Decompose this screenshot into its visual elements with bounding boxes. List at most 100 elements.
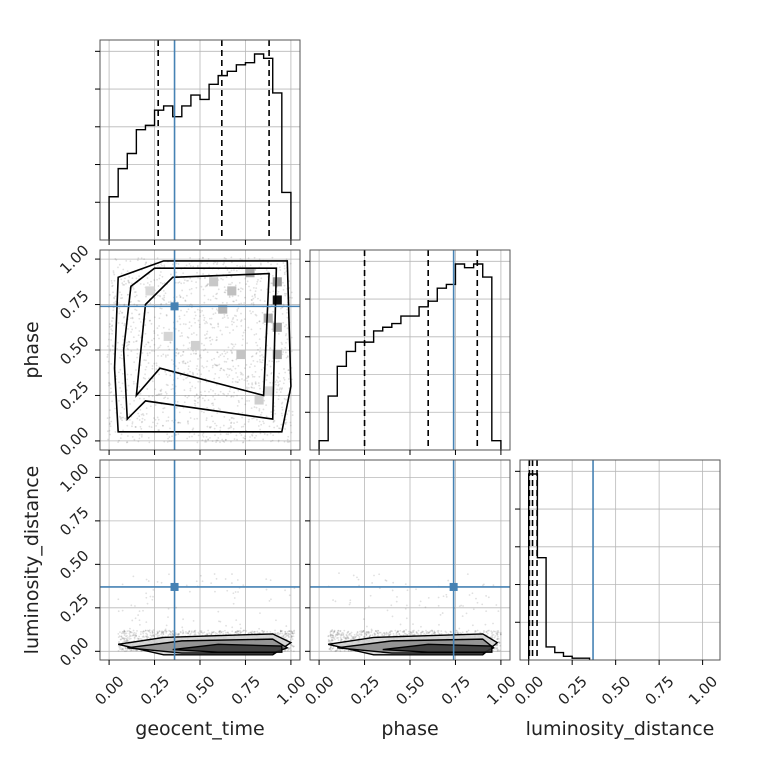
sample-point <box>280 307 282 310</box>
sample-point <box>145 621 148 624</box>
sample-point <box>240 372 243 375</box>
sample-point <box>144 263 147 266</box>
sample-point <box>329 634 332 637</box>
sample-point <box>251 383 254 386</box>
sample-point <box>199 630 202 632</box>
sample-point <box>253 436 256 439</box>
sample-point <box>230 369 233 372</box>
sample-point <box>259 387 261 390</box>
sample-point <box>288 630 291 633</box>
sample-point <box>499 632 502 635</box>
sample-point <box>136 417 139 420</box>
sample-point <box>373 633 376 635</box>
sample-point <box>157 393 160 396</box>
sample-point <box>351 637 354 640</box>
density-bin <box>145 286 155 296</box>
sample-point <box>336 633 339 636</box>
sample-point <box>268 425 271 428</box>
sample-point <box>334 635 337 638</box>
sample-point <box>255 406 258 409</box>
sample-point <box>149 595 152 598</box>
sample-point <box>475 597 477 600</box>
sample-point <box>119 638 122 641</box>
sample-point <box>229 368 232 370</box>
sample-point <box>332 599 334 601</box>
sample-point <box>403 629 405 632</box>
sample-point <box>207 298 210 301</box>
sample-point <box>261 361 263 364</box>
sample-point <box>361 631 364 633</box>
sample-point <box>158 277 161 280</box>
sample-point <box>241 288 244 290</box>
sample-point <box>114 407 117 410</box>
sample-point <box>272 310 274 313</box>
sample-point <box>365 631 368 633</box>
sample-point <box>244 265 247 267</box>
sample-point <box>158 634 160 637</box>
sample-point <box>226 589 229 592</box>
panel-frame <box>519 459 721 661</box>
sample-point <box>225 433 228 436</box>
sample-point <box>182 632 185 634</box>
y-tick-label: 0.50 <box>56 547 92 583</box>
sample-point <box>232 300 234 303</box>
sample-point <box>116 347 119 350</box>
sample-point <box>216 439 219 442</box>
sample-point <box>362 618 365 620</box>
sample-point <box>122 429 124 432</box>
sample-point <box>263 399 266 402</box>
sample-point <box>352 637 355 640</box>
sample-point <box>107 360 110 363</box>
sample-point <box>236 631 239 633</box>
sample-point <box>240 373 242 376</box>
sample-point <box>217 393 220 396</box>
sample-point <box>161 264 163 267</box>
sample-point <box>153 279 156 281</box>
sample-point <box>437 596 440 599</box>
sample-point <box>282 351 284 353</box>
sample-point <box>111 325 113 328</box>
sample-point <box>283 273 286 276</box>
sample-point <box>281 635 283 638</box>
sample-point <box>108 382 110 384</box>
sample-point <box>235 269 238 272</box>
sample-point <box>188 327 191 330</box>
sample-point <box>144 629 147 632</box>
sample-point <box>106 353 109 356</box>
sample-point <box>183 389 186 392</box>
sample-point <box>280 412 283 415</box>
sample-point <box>125 638 128 641</box>
sample-point <box>108 422 111 425</box>
sample-point <box>261 629 263 632</box>
sample-point <box>232 321 235 324</box>
sample-point <box>282 288 285 291</box>
sample-point <box>210 633 213 635</box>
sample-point <box>119 356 121 359</box>
sample-point <box>490 630 493 632</box>
sample-point <box>124 647 127 650</box>
sample-point <box>199 315 201 318</box>
sample-point <box>231 377 234 380</box>
sample-point <box>211 338 214 341</box>
sample-point <box>128 281 131 284</box>
sample-point <box>122 630 125 633</box>
sample-point <box>459 632 462 634</box>
sample-point <box>286 316 289 319</box>
sample-point <box>197 631 200 634</box>
sample-point <box>199 380 202 383</box>
sample-point <box>256 360 259 363</box>
sample-point <box>219 441 221 444</box>
sample-point <box>406 589 409 592</box>
sample-point <box>329 631 332 634</box>
sample-point <box>156 633 159 635</box>
x-tick-label: 0.50 <box>182 672 218 708</box>
sample-point <box>284 636 287 639</box>
sample-point <box>138 385 141 388</box>
sample-point <box>205 284 208 287</box>
sample-point <box>431 629 434 632</box>
sample-point <box>209 339 212 342</box>
sample-point <box>168 348 171 351</box>
sample-point <box>121 583 124 586</box>
sample-point <box>195 286 198 289</box>
sample-point <box>123 280 126 283</box>
